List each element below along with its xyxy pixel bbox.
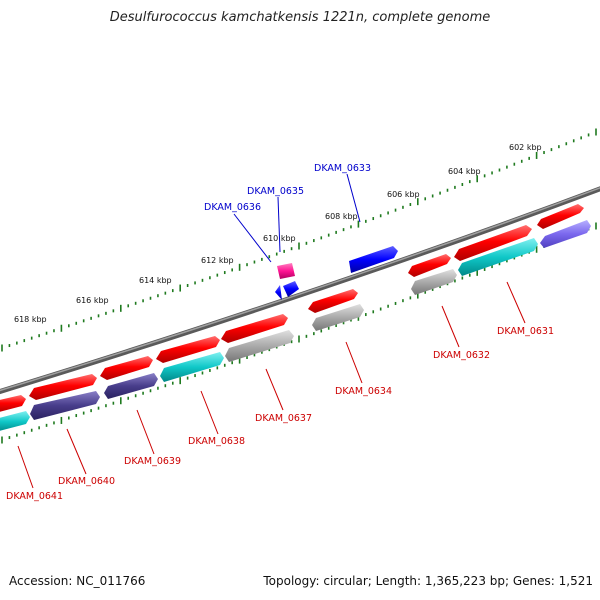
- gene-label[interactable]: DKAM_0636: [204, 202, 261, 213]
- gene-arrow-gray[interactable]: [225, 330, 294, 362]
- gene-arrow-gray[interactable]: [411, 269, 457, 295]
- gene-label[interactable]: DKAM_0638: [188, 436, 245, 447]
- reverse-genes-row1: [0, 204, 584, 413]
- outer-tick-ring: [1, 128, 597, 352]
- gene-labels-top: DKAM_0633 DKAM_0635 DKAM_0636: [204, 163, 371, 213]
- gene-arrow-cyan[interactable]: [0, 411, 30, 432]
- forward-genes: [275, 246, 398, 300]
- gene-arrow-dkam-0635[interactable]: [277, 263, 295, 279]
- gene-label[interactable]: DKAM_0641: [6, 491, 63, 502]
- gene-arrow-gray[interactable]: [312, 304, 364, 331]
- gene-arrow-dkam-0633[interactable]: [349, 246, 398, 273]
- gene-label[interactable]: DKAM_0632: [433, 350, 490, 361]
- gene-arrow-red[interactable]: [308, 289, 358, 313]
- genome-summary-text: Topology: circular; Length: 1,365,223 bp…: [263, 574, 593, 588]
- scale-labels: 602 kbp 604 kbp 606 kbp 608 kbp 610 kbp …: [14, 143, 542, 324]
- gene-arrow-cyan[interactable]: [458, 238, 538, 276]
- gene-arrow-red[interactable]: [100, 356, 153, 380]
- callout-lines: [17, 173, 526, 489]
- gene-arrow-red[interactable]: [29, 374, 97, 400]
- gene-label[interactable]: DKAM_0639: [124, 456, 181, 467]
- gene-label[interactable]: DKAM_0640: [58, 476, 115, 487]
- map-title: Desulfurococcus kamchatkensis 1221n, com…: [109, 10, 491, 25]
- gene-arrow-red[interactable]: [0, 395, 26, 413]
- gene-label[interactable]: DKAM_0631: [497, 326, 554, 337]
- scale-label: 612 kbp: [201, 256, 234, 265]
- gene-arrow-red[interactable]: [408, 254, 451, 277]
- scale-label: 614 kbp: [139, 276, 172, 285]
- scale-label: 616 kbp: [76, 296, 109, 305]
- scale-label: 606 kbp: [387, 190, 420, 199]
- accession-text: Accession: NC_011766: [9, 574, 146, 588]
- gene-labels-bottom: DKAM_0631 DKAM_0632 DKAM_0634 DKAM_0637 …: [6, 326, 554, 502]
- gene-arrow-dkam-0636a[interactable]: [283, 281, 299, 297]
- gene-arrow-dkam-0636b[interactable]: [275, 285, 282, 300]
- gene-arrow-navy[interactable]: [30, 391, 100, 420]
- gene-arrow-cyan[interactable]: [160, 352, 224, 382]
- gene-label[interactable]: DKAM_0637: [255, 413, 312, 424]
- reverse-genes-row2: [0, 220, 591, 432]
- scale-label: 608 kbp: [325, 212, 358, 221]
- gene-label[interactable]: DKAM_0635: [247, 186, 304, 197]
- scale-label: 604 kbp: [448, 167, 481, 176]
- gene-label[interactable]: DKAM_0633: [314, 163, 371, 174]
- gene-arrow-red[interactable]: [537, 204, 584, 229]
- gene-arrow-lavender[interactable]: [540, 220, 591, 248]
- scale-label: 618 kbp: [14, 315, 47, 324]
- gene-label[interactable]: DKAM_0634: [335, 386, 392, 397]
- genome-backbone: [0, 186, 600, 395]
- gene-arrow-red[interactable]: [221, 314, 288, 343]
- gene-arrow-navy[interactable]: [104, 373, 158, 399]
- gene-arrow-red[interactable]: [156, 336, 220, 363]
- gene-arrow-red[interactable]: [454, 225, 532, 261]
- scale-label: 602 kbp: [509, 143, 542, 152]
